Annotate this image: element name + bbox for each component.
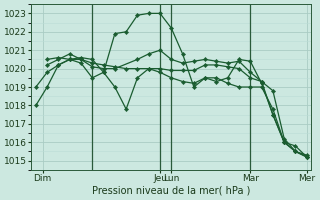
X-axis label: Pression niveau de la mer( hPa ): Pression niveau de la mer( hPa ): [92, 186, 251, 196]
